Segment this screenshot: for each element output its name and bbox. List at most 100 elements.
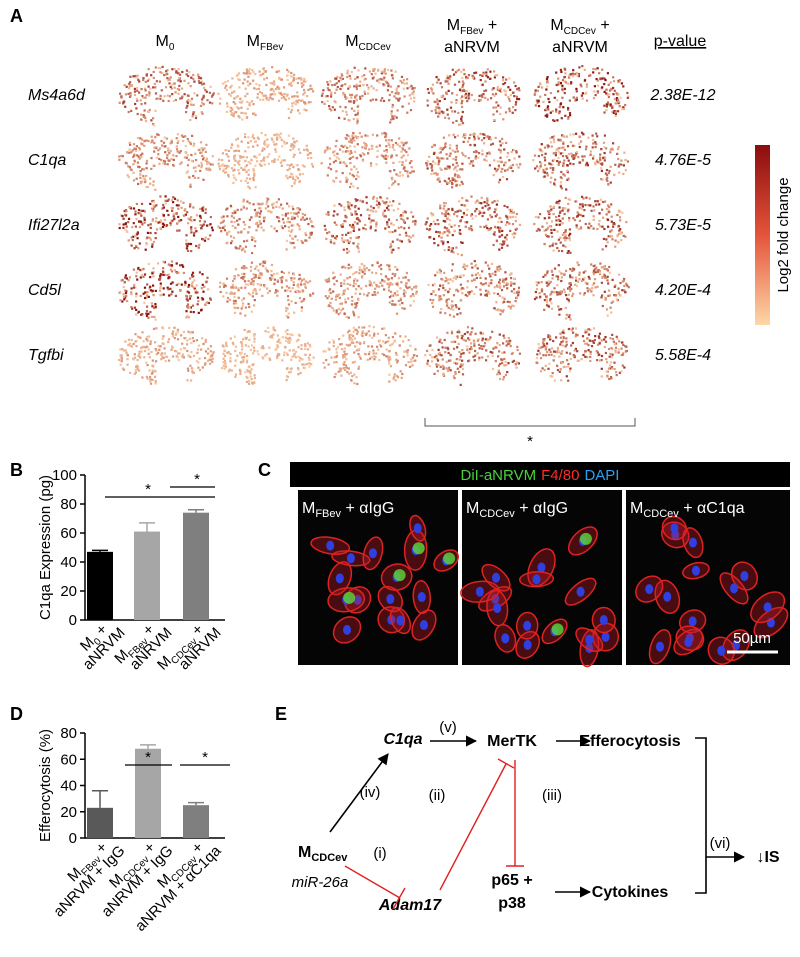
spot <box>253 334 256 337</box>
spot <box>300 309 303 312</box>
spot <box>348 172 351 175</box>
spot <box>190 367 193 370</box>
spot <box>286 220 289 223</box>
spot <box>351 334 355 337</box>
spot <box>234 364 237 367</box>
spot <box>147 312 150 315</box>
spot <box>447 208 450 211</box>
spot <box>344 150 347 153</box>
spot <box>132 143 136 146</box>
spot <box>561 155 565 158</box>
spot <box>293 277 296 280</box>
spot <box>561 217 564 220</box>
spot <box>568 153 571 156</box>
spot <box>181 353 185 356</box>
spot <box>557 219 561 222</box>
spot <box>211 357 214 360</box>
spot <box>478 273 481 276</box>
spot <box>395 218 398 222</box>
spot <box>304 353 307 356</box>
spot <box>299 151 302 154</box>
spot <box>494 106 498 109</box>
spot <box>148 356 151 359</box>
spot <box>190 76 193 79</box>
spot <box>404 159 408 162</box>
spot <box>567 298 570 301</box>
spot <box>151 371 154 374</box>
spot <box>541 153 544 157</box>
spot <box>160 89 163 92</box>
spot <box>448 165 451 168</box>
spot <box>222 170 225 173</box>
spot <box>175 71 178 74</box>
header-bar <box>290 462 790 487</box>
spot <box>510 290 513 293</box>
spot <box>393 274 396 278</box>
spot <box>546 174 549 177</box>
spot <box>152 294 155 297</box>
spot <box>301 172 304 175</box>
spot <box>355 271 358 274</box>
spot <box>153 205 156 208</box>
spot <box>139 220 142 223</box>
spatial-map <box>424 195 522 257</box>
spot <box>383 215 386 218</box>
spot <box>185 73 188 76</box>
spot <box>348 250 351 253</box>
spot <box>226 233 229 236</box>
spot <box>408 235 411 238</box>
spot <box>627 286 630 289</box>
spot <box>289 241 292 244</box>
spot <box>354 96 357 99</box>
spot <box>256 93 259 96</box>
spot <box>275 230 278 233</box>
spot <box>624 235 627 238</box>
spot <box>509 88 512 91</box>
spot <box>405 282 408 285</box>
spot <box>617 157 620 160</box>
spot <box>137 310 140 313</box>
spot <box>488 152 492 155</box>
spot <box>580 85 583 88</box>
spot <box>264 330 267 333</box>
spot <box>587 136 590 139</box>
spot <box>279 136 282 139</box>
spot <box>499 160 502 163</box>
spot <box>352 282 356 285</box>
spot <box>584 203 587 207</box>
spot <box>257 225 260 228</box>
spot <box>437 244 440 247</box>
spot <box>512 91 515 94</box>
spot <box>291 105 294 108</box>
spot <box>353 150 357 153</box>
spot <box>152 117 155 120</box>
spot <box>182 135 185 138</box>
spot <box>461 168 464 171</box>
spot <box>178 219 181 222</box>
spot <box>563 272 566 275</box>
spot <box>603 227 606 231</box>
spot <box>510 272 513 275</box>
spot <box>229 292 232 295</box>
spot <box>379 196 382 199</box>
spot <box>336 75 339 78</box>
spot <box>565 155 568 158</box>
spot <box>441 232 444 235</box>
spot <box>592 273 595 276</box>
spot <box>390 154 394 157</box>
spot <box>167 288 170 291</box>
spot <box>560 276 563 279</box>
spot <box>343 347 346 350</box>
spot <box>228 230 231 233</box>
spot <box>352 185 355 188</box>
spot <box>262 264 265 268</box>
spot <box>249 375 252 378</box>
spot <box>403 149 407 152</box>
spot <box>400 150 403 153</box>
spot <box>276 279 279 282</box>
spot <box>383 68 386 71</box>
spot <box>461 182 464 185</box>
spot <box>392 248 395 251</box>
spot <box>567 202 570 205</box>
spot <box>620 82 623 85</box>
